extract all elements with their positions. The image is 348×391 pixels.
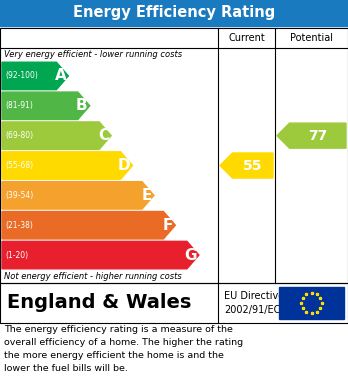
Polygon shape xyxy=(277,123,346,148)
Text: Energy Efficiency Rating: Energy Efficiency Rating xyxy=(73,5,275,20)
Text: G: G xyxy=(184,248,197,263)
Bar xyxy=(279,287,344,319)
Text: (1-20): (1-20) xyxy=(5,251,28,260)
Polygon shape xyxy=(2,92,90,120)
Polygon shape xyxy=(220,153,273,178)
Text: Current: Current xyxy=(228,33,265,43)
Text: England & Wales: England & Wales xyxy=(7,294,191,312)
Bar xyxy=(0,28,348,283)
Text: E: E xyxy=(142,188,152,203)
Bar xyxy=(0,0,348,26)
Polygon shape xyxy=(2,62,68,90)
Text: D: D xyxy=(118,158,130,173)
Text: F: F xyxy=(163,218,173,233)
Text: (92-100): (92-100) xyxy=(5,72,38,81)
Text: Not energy efficient - higher running costs: Not energy efficient - higher running co… xyxy=(4,272,182,281)
Polygon shape xyxy=(2,241,199,269)
Bar xyxy=(0,283,348,323)
Polygon shape xyxy=(2,152,133,179)
Text: B: B xyxy=(76,98,88,113)
Text: (55-68): (55-68) xyxy=(5,161,33,170)
Text: (21-38): (21-38) xyxy=(5,221,33,230)
Text: (81-91): (81-91) xyxy=(5,101,33,110)
Text: (69-80): (69-80) xyxy=(5,131,33,140)
Text: EU Directive
2002/91/EC: EU Directive 2002/91/EC xyxy=(224,291,284,315)
Text: Very energy efficient - lower running costs: Very energy efficient - lower running co… xyxy=(4,50,182,59)
Text: 77: 77 xyxy=(308,129,327,143)
Text: A: A xyxy=(55,68,66,83)
Text: The energy efficiency rating is a measure of the
overall efficiency of a home. T: The energy efficiency rating is a measur… xyxy=(4,325,243,373)
Polygon shape xyxy=(2,212,175,239)
Polygon shape xyxy=(2,122,111,149)
Text: C: C xyxy=(98,128,109,143)
Text: Potential: Potential xyxy=(290,33,333,43)
Text: (39-54): (39-54) xyxy=(5,191,33,200)
Polygon shape xyxy=(2,182,154,209)
Text: 55: 55 xyxy=(243,158,262,172)
